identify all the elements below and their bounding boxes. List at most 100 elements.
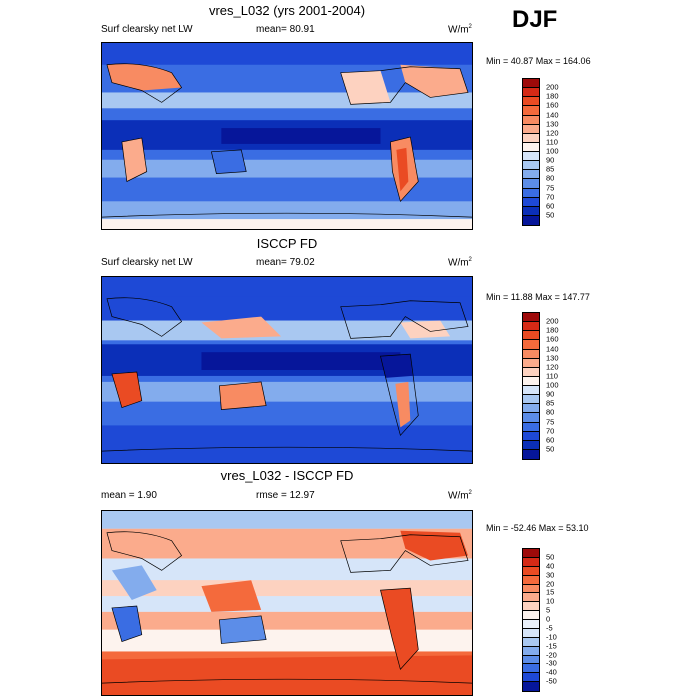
colorbar-cell [523,322,539,332]
colorbar-tick-label: 120 [546,362,559,372]
colorbar-tick-label: 180 [546,325,559,335]
colorbar-tick-label: -10 [546,632,557,642]
panel-1-mean-label: mean= 80.91 [256,24,315,35]
colorbar-cell [523,575,539,585]
colorbar-cell [523,413,539,423]
colorbar-cell [523,404,539,414]
panel-3-map [101,510,473,696]
colorbar-cell [523,628,539,638]
colorbar-cell [523,620,539,629]
panel-3-colorbar [522,548,540,692]
panel-3-mean-label: mean = 1.90 [101,490,157,501]
colorbar-cell [523,386,539,396]
colorbar-tick-label: -5 [546,623,553,633]
colorbar-tick-label: -15 [546,641,557,651]
colorbar-tick-label: 10 [546,596,555,606]
colorbar-tick-label: 140 [546,344,559,353]
panel-1-colorbar [522,78,540,226]
colorbar-cell [523,395,539,405]
colorbar-tick-label: 100 [546,146,559,156]
colorbar-tick-label: 40 [546,561,555,571]
colorbar-tick-label: 140 [546,110,559,119]
colorbar-cell [523,549,539,558]
colorbar-tick-label: 50 [546,210,555,220]
colorbar-tick-label: 110 [546,137,558,147]
colorbar-tick-label: 85 [546,398,555,408]
colorbar-tick-label: 20 [546,579,555,588]
colorbar-cell [523,142,539,152]
colorbar-cell [523,97,539,107]
panel-1-title: vres_L032 (yrs 2001-2004) [208,3,366,18]
colorbar-cell [523,655,539,665]
colorbar-cell [523,206,539,216]
colorbar-cell [523,79,539,89]
colorbar-tick-label: 90 [546,155,555,165]
colorbar-tick-label: 80 [546,407,555,417]
panel-2-minmax: Min = 11.88 Max = 147.77 [486,292,590,302]
colorbar-tick-label: -30 [546,658,557,668]
colorbar-cell [523,124,539,134]
colorbar-tick-label: 80 [546,173,555,183]
colorbar-tick-label: 90 [546,389,555,399]
colorbar-cell [523,115,539,125]
panel-1-variable-label: Surf clearsky net LW [101,24,193,35]
colorbar-cell [523,584,539,594]
colorbar-cell [523,367,539,377]
colorbar-tick-label: 120 [546,128,559,138]
panel-2-map [101,276,473,464]
colorbar-cell [523,179,539,189]
colorbar-cell [523,215,539,225]
colorbar-tick-label: 110 [546,371,558,381]
panel-2-mean-label: mean= 79.02 [256,257,315,268]
panel-1-units: W/m2 [448,24,472,36]
colorbar-tick-label: 5 [546,605,551,615]
colorbar-tick-label: -50 [546,676,557,686]
colorbar-cell [523,340,539,350]
panel-3-minmax: Min = -52.46 Max = 53.10 [486,523,589,533]
panel-3-units: W/m2 [448,490,472,502]
colorbar-cell [523,557,539,567]
colorbar-cell [523,161,539,171]
colorbar-cell [523,152,539,162]
colorbar-cell [523,611,539,620]
colorbar-cell [523,133,539,143]
colorbar-tick-label: -20 [546,650,557,659]
colorbar-tick-label: 50 [546,552,555,562]
colorbar-tick-label: 15 [546,587,555,597]
colorbar-cell [523,197,539,207]
colorbar-cell [523,170,539,180]
colorbar-cell [523,349,539,359]
colorbar-cell [523,331,539,341]
colorbar-tick-label: 160 [546,334,559,344]
colorbar-tick-label: 130 [546,119,559,129]
colorbar-cell [523,376,539,386]
colorbar-cell [523,566,539,576]
colorbar-cell [523,188,539,198]
colorbar-tick-label: 180 [546,91,559,101]
colorbar-tick-label: 75 [546,417,555,426]
panel-1-minmax: Min = 40.87 Max = 164.06 [486,56,591,66]
colorbar-tick-label: 130 [546,353,559,363]
panel-2-units: W/m2 [448,257,472,269]
colorbar-cell [523,358,539,368]
colorbar-cell [523,593,539,603]
panel-3-title: vres_L032 - ISCCP FD [220,468,354,483]
panel-2-colorbar [522,312,540,460]
colorbar-cell [523,602,539,612]
panel-2-title: ISCCP FD [256,236,318,251]
colorbar-cell [523,664,539,674]
colorbar-tick-label: 50 [546,444,555,454]
colorbar-cell [523,422,539,432]
colorbar-tick-label: -40 [546,667,557,677]
colorbar-tick-label: 160 [546,100,559,110]
colorbar-cell [523,449,539,459]
colorbar-cell [523,673,539,683]
colorbar-tick-label: 85 [546,164,555,174]
colorbar-cell [523,313,539,323]
colorbar-tick-label: 100 [546,380,559,390]
panel-2-variable-label: Surf clearsky net LW [101,257,193,268]
colorbar-tick-label: 60 [546,435,555,445]
colorbar-tick-label: 70 [546,192,555,202]
colorbar-cell [523,646,539,656]
colorbar-tick-label: 200 [546,316,559,326]
